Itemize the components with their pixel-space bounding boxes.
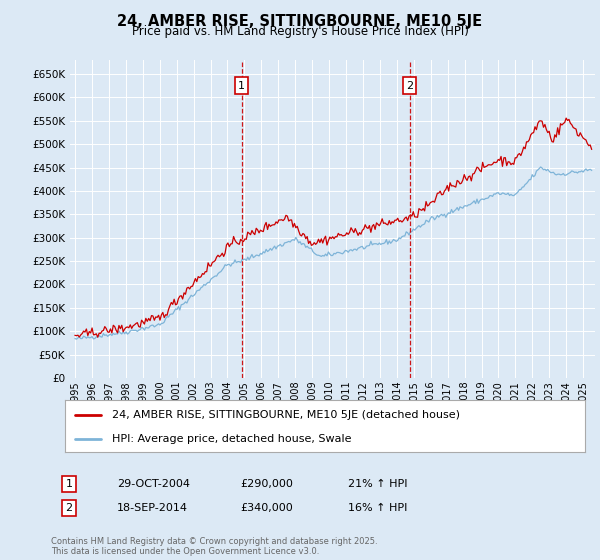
Text: 29-OCT-2004: 29-OCT-2004 (117, 479, 190, 489)
Text: 1: 1 (238, 81, 245, 91)
Text: 16% ↑ HPI: 16% ↑ HPI (348, 503, 407, 513)
Text: 24, AMBER RISE, SITTINGBOURNE, ME10 5JE: 24, AMBER RISE, SITTINGBOURNE, ME10 5JE (118, 14, 482, 29)
Text: 1: 1 (65, 479, 73, 489)
Text: Price paid vs. HM Land Registry's House Price Index (HPI): Price paid vs. HM Land Registry's House … (131, 25, 469, 38)
Text: Contains HM Land Registry data © Crown copyright and database right 2025.
This d: Contains HM Land Registry data © Crown c… (51, 536, 377, 556)
Text: 2: 2 (65, 503, 73, 513)
Text: HPI: Average price, detached house, Swale: HPI: Average price, detached house, Swal… (112, 434, 352, 444)
Text: 18-SEP-2014: 18-SEP-2014 (117, 503, 188, 513)
Text: 24, AMBER RISE, SITTINGBOURNE, ME10 5JE (detached house): 24, AMBER RISE, SITTINGBOURNE, ME10 5JE … (112, 409, 460, 419)
Text: 2: 2 (406, 81, 413, 91)
Text: £340,000: £340,000 (240, 503, 293, 513)
Text: £290,000: £290,000 (240, 479, 293, 489)
Text: 21% ↑ HPI: 21% ↑ HPI (348, 479, 407, 489)
